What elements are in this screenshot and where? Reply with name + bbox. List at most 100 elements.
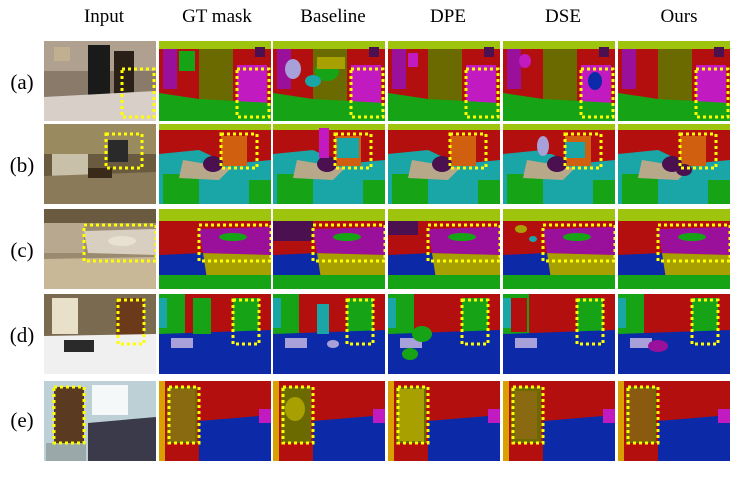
segmentation-mask [388, 381, 500, 461]
highlight-box [464, 67, 500, 119]
highlight-box [333, 132, 373, 170]
highlight-box [579, 67, 615, 119]
segmentation-mask [618, 381, 730, 461]
segmentation-mask [273, 124, 385, 204]
segmentation-mask [618, 41, 730, 121]
highlight-box [104, 132, 144, 170]
segmentation-mask [388, 294, 500, 374]
cell-d-input [44, 294, 156, 374]
cell-e-ours [618, 381, 730, 461]
cell-b-input [44, 124, 156, 204]
highlight-box [345, 298, 375, 346]
row-label-a: (a) [10, 70, 34, 94]
highlight-box [235, 67, 271, 119]
segmentation-mask [159, 124, 271, 204]
highlight-box [656, 223, 730, 263]
cell-a-ours [618, 41, 730, 121]
input-photo [44, 124, 156, 204]
highlight-box [448, 132, 488, 170]
input-photo [44, 209, 156, 289]
col-header-input: Input [83, 6, 125, 27]
cell-b-dse [503, 124, 615, 204]
segmentation-mask [159, 381, 271, 461]
segmentation-mask [503, 209, 615, 289]
cell-a-dse [503, 41, 615, 121]
segmentation-mask [159, 209, 271, 289]
segmentation-mask [503, 381, 615, 461]
cell-b-dpe [388, 124, 500, 204]
segmentation-mask [503, 41, 615, 121]
segmentation-mask [388, 209, 500, 289]
cell-d-ours [618, 294, 730, 374]
cell-a-gt-mask [159, 41, 271, 121]
segmentation-mask [388, 41, 500, 121]
segmentation-mask [273, 209, 385, 289]
cell-c-ours [618, 209, 730, 289]
segmentation-mask [503, 294, 615, 374]
col-header-dse: DSE [545, 6, 581, 27]
highlight-box [116, 298, 146, 346]
highlight-box [678, 132, 718, 170]
cell-c-gt-mask [159, 209, 271, 289]
segmentation-mask [159, 41, 271, 121]
cell-e-input [44, 381, 156, 461]
segmentation-mask [159, 294, 271, 374]
highlight-box [690, 298, 720, 346]
input-photo [44, 294, 156, 374]
highlight-box [52, 385, 86, 445]
row-label-d: (d) [9, 323, 35, 347]
highlight-box [563, 132, 603, 170]
col-header-ours: Ours [660, 6, 698, 27]
segmentation-mask [273, 381, 385, 461]
cell-e-dse [503, 381, 615, 461]
segmentation-mask [273, 294, 385, 374]
segmentation-mask [618, 294, 730, 374]
highlight-box [231, 298, 261, 346]
cell-d-baseline [273, 294, 385, 374]
cell-b-gt-mask [159, 124, 271, 204]
cell-c-baseline [273, 209, 385, 289]
highlight-box [426, 223, 500, 263]
highlight-box [511, 385, 545, 445]
highlight-box [694, 67, 730, 119]
segmentation-mask [273, 41, 385, 121]
cell-e-gt-mask [159, 381, 271, 461]
col-header-dpe: DPE [430, 6, 466, 27]
cell-a-baseline [273, 41, 385, 121]
highlight-box [541, 223, 615, 263]
highlight-box [120, 67, 156, 119]
highlight-box [281, 385, 315, 445]
highlight-box [167, 385, 201, 445]
highlight-box [82, 223, 156, 263]
cell-a-input [44, 41, 156, 121]
cell-e-baseline [273, 381, 385, 461]
cell-a-dpe [388, 41, 500, 121]
cell-e-dpe [388, 381, 500, 461]
highlight-box [626, 385, 660, 445]
cell-b-baseline [273, 124, 385, 204]
col-header-gt-mask: GT mask [182, 6, 252, 27]
cell-d-gt-mask [159, 294, 271, 374]
cell-c-dpe [388, 209, 500, 289]
cell-d-dpe [388, 294, 500, 374]
highlight-box [396, 385, 430, 445]
row-label-c: (c) [10, 238, 34, 262]
segmentation-mask [503, 124, 615, 204]
highlight-box [460, 298, 490, 346]
col-header-baseline: Baseline [300, 6, 366, 27]
input-photo [44, 381, 156, 461]
row-label-b: (b) [9, 153, 35, 177]
cell-c-input [44, 209, 156, 289]
highlight-box [349, 67, 385, 119]
highlight-box [575, 298, 605, 346]
highlight-box [197, 223, 271, 263]
segmentation-mask [618, 124, 730, 204]
cell-b-ours [618, 124, 730, 204]
highlight-box [311, 223, 385, 263]
segmentation-mask [618, 209, 730, 289]
cell-c-dse [503, 209, 615, 289]
cell-d-dse [503, 294, 615, 374]
segmentation-mask [388, 124, 500, 204]
highlight-box [219, 132, 259, 170]
input-photo [44, 41, 156, 121]
